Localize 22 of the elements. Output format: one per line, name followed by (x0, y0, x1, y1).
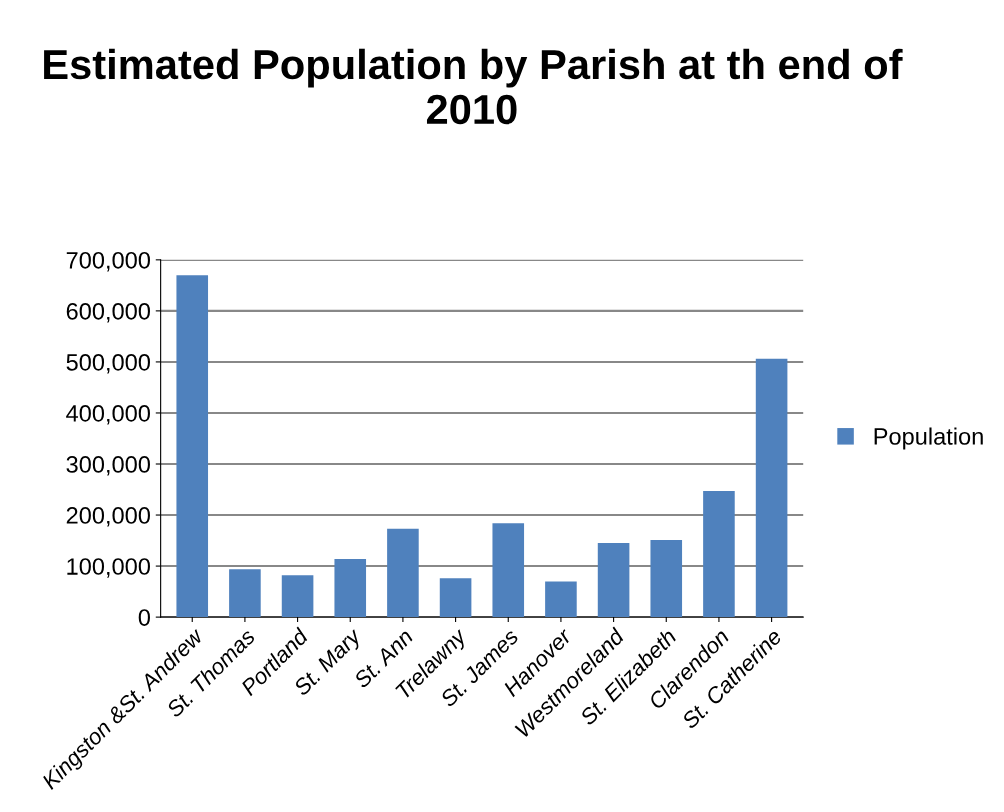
bar (439, 578, 472, 618)
bar (597, 543, 630, 618)
y-tick-label: 100,000 (67, 558, 150, 578)
bar (176, 275, 209, 618)
bar (229, 569, 261, 618)
legend-label: Population (874, 427, 983, 450)
bar (755, 358, 788, 618)
y-tick-label: 200,000 (66, 507, 150, 527)
y-tick-label: 700,000 (66, 251, 150, 272)
y-tick-label: 500,000 (66, 353, 150, 374)
y-tick-label: 0 (138, 609, 150, 626)
y-tick-label: 300,000 (66, 456, 150, 476)
bar (545, 581, 577, 618)
bar (650, 540, 683, 618)
bar (281, 575, 314, 618)
bar (387, 528, 419, 618)
bar (703, 491, 735, 618)
y-tick-label: 600,000 (66, 302, 150, 323)
bar (492, 523, 525, 618)
chart-title: Estimated Population by Parish at th end of 2010 (44, 48, 903, 125)
bar (334, 558, 367, 618)
y-tick-label: 400,000 (66, 405, 150, 425)
